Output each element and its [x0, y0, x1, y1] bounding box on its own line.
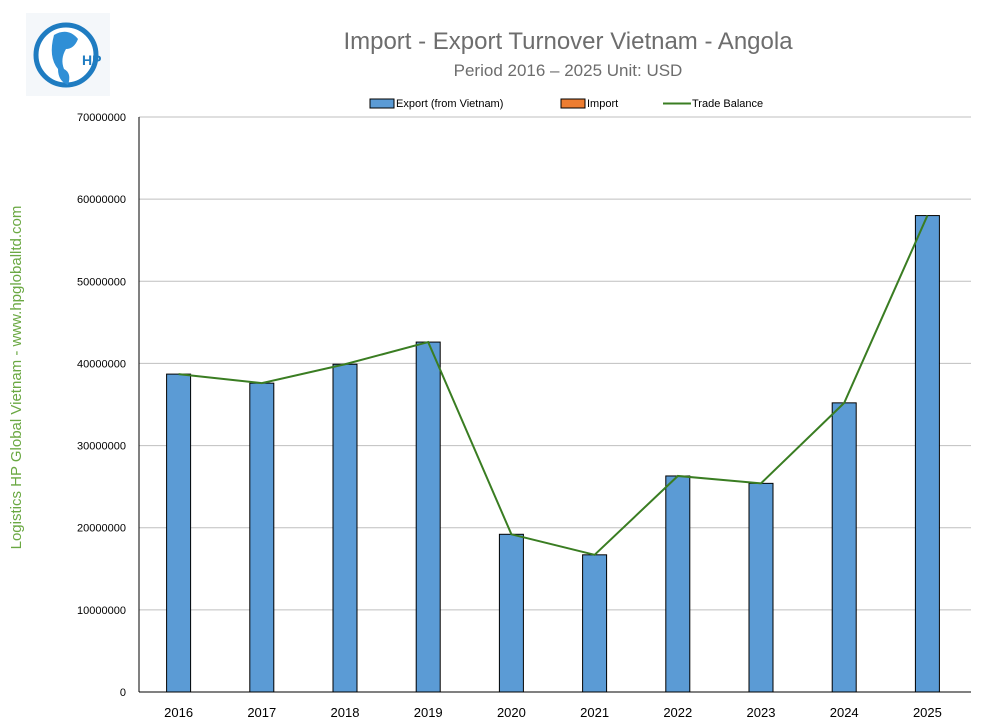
bar-export-2020 [498, 533, 524, 693]
legend-swatch-import [560, 98, 586, 109]
hp-global-logo: HP [26, 13, 110, 96]
x-tick-label: 2018 [331, 705, 360, 720]
legend-label-export: Export (from Vietnam) [396, 98, 503, 110]
bar-export-2025 [914, 215, 940, 693]
y-tick-label: 60000000 [77, 194, 126, 206]
legend: Export (from Vietnam) Import Trade Balan… [369, 98, 763, 110]
chart-subtitle: Period 2016 – 2025 Unit: USD [453, 61, 683, 80]
x-tick-label: 2025 [913, 705, 942, 720]
bar-export-2023 [748, 482, 774, 693]
bar-export-2017 [249, 382, 275, 693]
x-tick-label: 2023 [747, 705, 776, 720]
x-tick-label: 2019 [414, 705, 443, 720]
bar-export-2021 [582, 554, 608, 693]
x-tick-label: 2020 [497, 705, 526, 720]
x-tick-label: 2024 [830, 705, 859, 720]
legend-label-trade-balance: Trade Balance [692, 98, 763, 110]
legend-label-import: Import [587, 98, 618, 110]
bar-export-2018 [332, 363, 358, 693]
bar-export-2024 [831, 402, 857, 693]
y-tick-label: 0 [120, 687, 126, 699]
x-tick-label: 2021 [580, 705, 609, 720]
x-tick-label: 2017 [247, 705, 276, 720]
legend-swatch-export [369, 98, 395, 109]
bar-export-2019 [415, 341, 441, 693]
bar-export-2016 [166, 373, 192, 693]
chart-title: Import - Export Turnover Vietnam - Angol… [343, 28, 793, 55]
y-tick-label: 50000000 [77, 276, 126, 288]
y-tick-label: 40000000 [77, 358, 126, 370]
trade-balance-line [178, 215, 929, 556]
y-tick-label: 10000000 [77, 605, 126, 617]
bar-export-2022 [665, 475, 691, 693]
x-tick-label: 2016 [164, 705, 193, 720]
y-tick-label: 70000000 [77, 112, 126, 124]
y-tick-label: 20000000 [77, 523, 126, 535]
svg-text:HP: HP [82, 52, 101, 68]
x-tick-label: 2022 [663, 705, 692, 720]
y-tick-label: 30000000 [77, 441, 126, 453]
